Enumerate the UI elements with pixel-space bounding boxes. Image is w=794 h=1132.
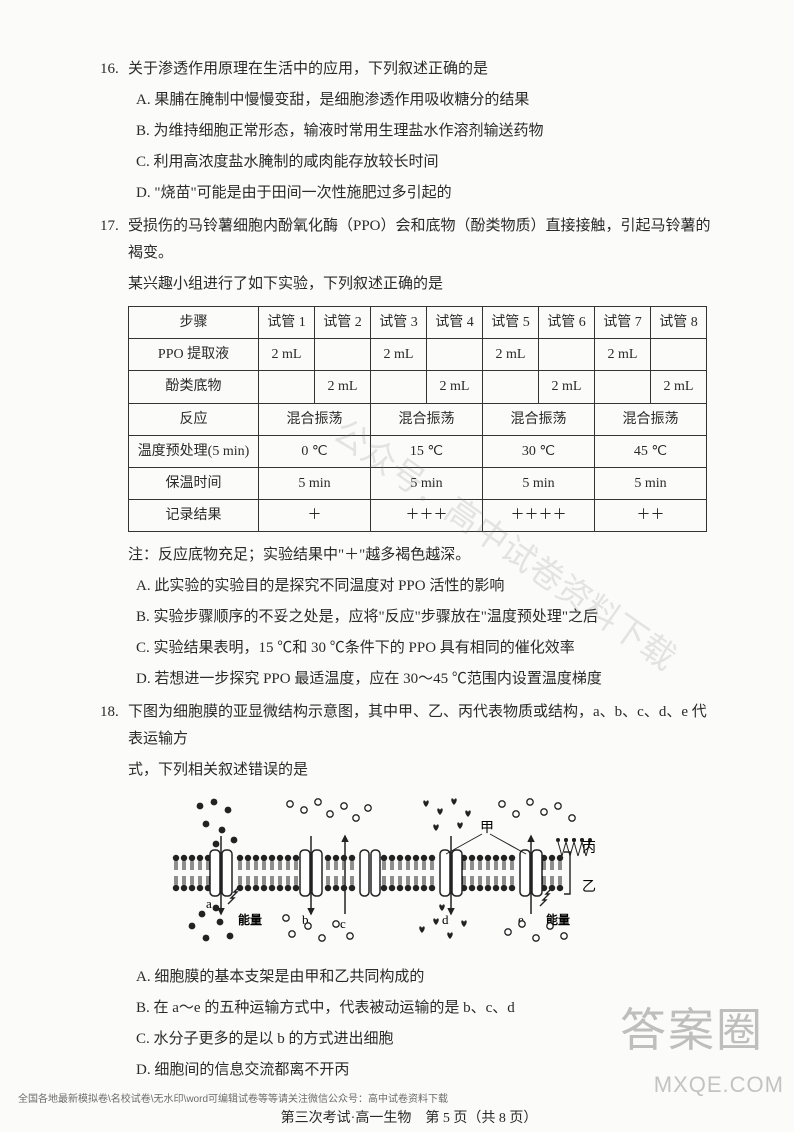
watermark-logo-text: 答案圈 bbox=[620, 990, 764, 1073]
table-header: 试管 7 bbox=[595, 307, 651, 339]
table-cell: ＋＋ bbox=[595, 500, 707, 532]
watermark-logo-url: MXQE.COM bbox=[654, 1065, 784, 1105]
page-footer: 第三次考试·高一生物 第 5 页（共 8 页） bbox=[100, 1106, 718, 1131]
svg-text:能量: 能量 bbox=[238, 912, 262, 927]
table-cell bbox=[483, 371, 539, 403]
q16-opt-d: D. "烧苗"可能是由于田间一次性施肥过多引起的 bbox=[100, 180, 718, 207]
q17-num: 17. bbox=[100, 213, 128, 267]
svg-text:甲: 甲 bbox=[480, 821, 494, 836]
table-header: 试管 2 bbox=[315, 307, 371, 339]
table-cell: 温度预处理(5 min) bbox=[129, 435, 259, 467]
table-cell: 酚类底物 bbox=[129, 371, 259, 403]
table-cell: 45 ℃ bbox=[595, 435, 707, 467]
membrane-diagram-svg: a能量bcde能量甲丙乙 bbox=[170, 796, 600, 946]
table-header: 试管 4 bbox=[427, 307, 483, 339]
table-cell: 反应 bbox=[129, 403, 259, 435]
q17-opt-d: D. 若想进一步探究 PPO 最适温度，应在 30～45 ℃范围内设置温度梯度 bbox=[100, 666, 718, 693]
table-cell: 5 min bbox=[259, 467, 371, 499]
watermark-footer-small: 全国各地最新模拟卷\名校试卷\无水印\word可编辑试卷等等请关注微信公众号：高… bbox=[18, 1091, 448, 1109]
q17-opt-c: C. 实验结果表明，15 ℃和 30 ℃条件下的 PPO 具有相同的催化效率 bbox=[100, 635, 718, 662]
q18-num: 18. bbox=[100, 699, 128, 753]
q17-opt-a: A. 此实验的实验目的是探究不同温度对 PPO 活性的影响 bbox=[100, 573, 718, 600]
q17-stem1: 受损伤的马铃薯细胞内酚氧化酶（PPO）会和底物（酚类物质）直接接触，引起马铃薯的… bbox=[128, 213, 718, 267]
table-cell: 5 min bbox=[595, 467, 707, 499]
table-cell: 2 mL bbox=[315, 371, 371, 403]
table-cell: 15 ℃ bbox=[371, 435, 483, 467]
table-header: 试管 8 bbox=[651, 307, 707, 339]
table-cell: ＋＋＋ bbox=[371, 500, 483, 532]
table-cell: ＋＋＋＋ bbox=[483, 500, 595, 532]
table-cell: 2 mL bbox=[259, 339, 315, 371]
svg-text:乙: 乙 bbox=[582, 879, 596, 895]
table-cell: 2 mL bbox=[539, 371, 595, 403]
table-cell: 2 mL bbox=[427, 371, 483, 403]
table-cell: 30 ℃ bbox=[483, 435, 595, 467]
table-cell: 记录结果 bbox=[129, 500, 259, 532]
q16-opt-b: B. 为维持细胞正常形态，输液时常用生理盐水作溶剂输送药物 bbox=[100, 118, 718, 145]
q16-stem: 关于渗透作用原理在生活中的应用，下列叙述正确的是 bbox=[128, 56, 718, 83]
table-cell: PPO 提取液 bbox=[129, 339, 259, 371]
q18-stem1: 下图为细胞膜的亚显微结构示意图，其中甲、乙、丙代表物质或结构，a、b、c、d、e… bbox=[128, 699, 718, 753]
membrane-diagram: a能量bcde能量甲丙乙 bbox=[170, 796, 718, 956]
q18-stem2: 式，下列相关叙述错误的是 bbox=[100, 757, 718, 784]
table-header: 试管 3 bbox=[371, 307, 427, 339]
table-cell bbox=[371, 371, 427, 403]
table-cell: 混合振荡 bbox=[259, 403, 371, 435]
q16-opt-a: A. 果脯在腌制中慢慢变甜，是细胞渗透作用吸收糖分的结果 bbox=[100, 87, 718, 114]
table-header: 试管 5 bbox=[483, 307, 539, 339]
table-cell: 2 mL bbox=[483, 339, 539, 371]
table-cell bbox=[427, 339, 483, 371]
q18-opt-a: A. 细胞膜的基本支架是由甲和乙共同构成的 bbox=[100, 964, 718, 991]
table-cell: 2 mL bbox=[371, 339, 427, 371]
svg-text:c: c bbox=[340, 916, 346, 931]
q18: 18. 下图为细胞膜的亚显微结构示意图，其中甲、乙、丙代表物质或结构，a、b、c… bbox=[100, 699, 718, 753]
q16-opt-c: C. 利用高浓度盐水腌制的咸肉能存放较长时间 bbox=[100, 149, 718, 176]
table-cell: 2 mL bbox=[595, 339, 651, 371]
table-cell: 0 ℃ bbox=[259, 435, 371, 467]
table-cell bbox=[315, 339, 371, 371]
q17: 17. 受损伤的马铃薯细胞内酚氧化酶（PPO）会和底物（酚类物质）直接接触，引起… bbox=[100, 213, 718, 267]
q17-stem2: 某兴趣小组进行了如下实验，下列叙述正确的是 bbox=[100, 271, 718, 298]
table-cell: ＋ bbox=[259, 500, 371, 532]
table-cell: 混合振荡 bbox=[371, 403, 483, 435]
q17-table: 步骤试管 1试管 2试管 3试管 4试管 5试管 6试管 7试管 8 PPO 提取… bbox=[128, 306, 707, 532]
q17-note: 注：反应底物充足；实验结果中"＋"越多褐色越深。 bbox=[100, 542, 718, 569]
table-cell: 2 mL bbox=[651, 371, 707, 403]
table-cell: 保温时间 bbox=[129, 467, 259, 499]
table-header: 试管 6 bbox=[539, 307, 595, 339]
table-cell bbox=[651, 339, 707, 371]
table-cell bbox=[595, 371, 651, 403]
table-header: 试管 1 bbox=[259, 307, 315, 339]
table-cell: 5 min bbox=[371, 467, 483, 499]
q17-opt-b: B. 实验步骤顺序的不妥之处是，应将"反应"步骤放在"温度预处理"之后 bbox=[100, 604, 718, 631]
table-cell: 5 min bbox=[483, 467, 595, 499]
table-cell bbox=[539, 339, 595, 371]
q16-num: 16. bbox=[100, 56, 128, 83]
table-cell bbox=[259, 371, 315, 403]
table-cell: 混合振荡 bbox=[595, 403, 707, 435]
table-header: 步骤 bbox=[129, 307, 259, 339]
svg-text:丙: 丙 bbox=[582, 841, 596, 856]
svg-text:d: d bbox=[442, 912, 449, 927]
svg-text:a: a bbox=[206, 896, 212, 911]
q16: 16. 关于渗透作用原理在生活中的应用，下列叙述正确的是 bbox=[100, 56, 718, 83]
table-cell: 混合振荡 bbox=[483, 403, 595, 435]
